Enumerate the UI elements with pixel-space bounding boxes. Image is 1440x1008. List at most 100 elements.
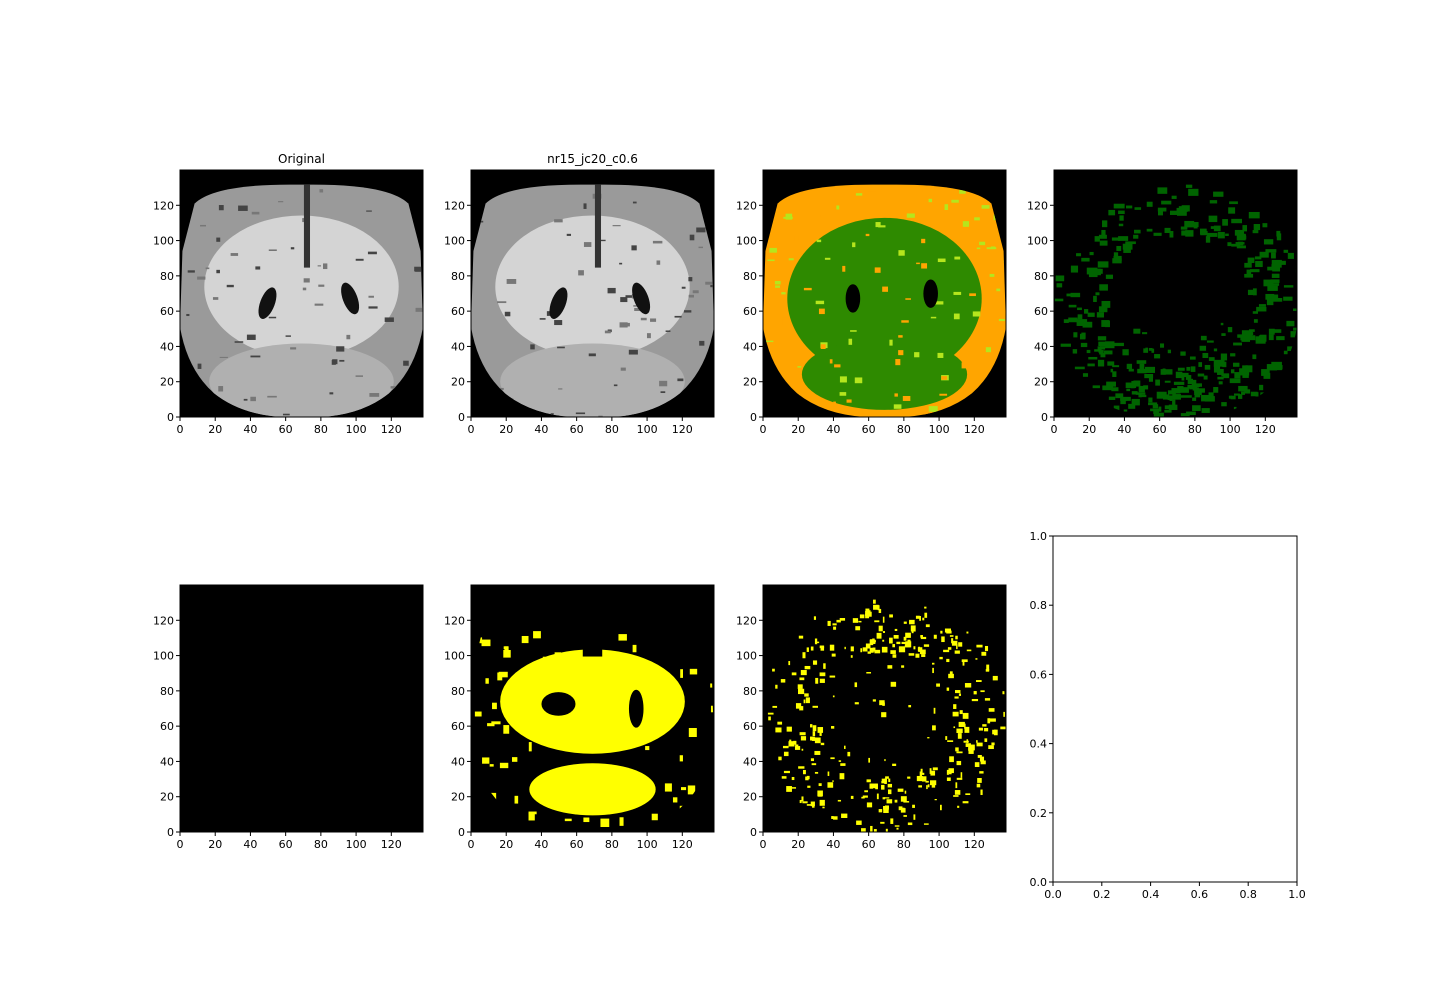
axes-frame (1052, 535, 1298, 883)
y-tick-label: 0 (458, 411, 465, 424)
x-tick-label: 0 (468, 838, 475, 851)
image-content (471, 184, 714, 418)
y-tick-label: 80 (160, 270, 174, 283)
x-tick-label: 80 (1188, 423, 1202, 436)
x-tick-label: 1.0 (1288, 888, 1306, 901)
image-area (1054, 170, 1297, 417)
y-tick-label: 20 (160, 376, 174, 389)
y-tick-label: 60 (160, 305, 174, 318)
y-tick-label: 40 (743, 340, 757, 353)
y-tick-label: 120 (736, 614, 757, 627)
x-tick-label: 80 (605, 838, 619, 851)
y-tick-label: 40 (160, 755, 174, 768)
x-tick-label: 40 (826, 838, 840, 851)
y-tick-label: 0.8 (1030, 599, 1048, 612)
x-tick-label: 40 (534, 423, 548, 436)
x-tick-label: 20 (499, 423, 513, 436)
image-content (1054, 184, 1297, 418)
y-tick-label: 80 (160, 685, 174, 698)
x-tick-label: 40 (243, 838, 257, 851)
x-tick-label: 120 (381, 838, 402, 851)
y-tick-label: 0.2 (1030, 807, 1048, 820)
axes-title: nr15_jc20_c0.6 (547, 152, 638, 166)
y-tick-label: 0.0 (1030, 876, 1048, 889)
y-tick-label: 60 (743, 305, 757, 318)
y-tick-label: 60 (160, 720, 174, 733)
y-tick-label: 20 (451, 791, 465, 804)
x-tick-label: 0 (760, 423, 767, 436)
y-tick-label: 100 (1027, 235, 1048, 248)
axes-frame (470, 584, 715, 833)
axes-denoised: 0 20 40 60 80 100 120 0 20 40 60 80 100 120 nr15_jc20_… (444, 152, 715, 436)
axes-orig: 0 20 40 60 80 100 120 0 20 40 60 80 100 120 Original (153, 152, 424, 436)
x-tick-label: 120 (964, 423, 985, 436)
y-tick-label: 0 (167, 411, 174, 424)
y-tick-label: 0.4 (1030, 738, 1048, 751)
y-tick-label: 60 (743, 720, 757, 733)
y-tick-label: 80 (451, 685, 465, 698)
y-tick-label: 100 (444, 650, 465, 663)
axes-frame (762, 169, 1007, 418)
x-tick-label: 0.6 (1191, 888, 1209, 901)
x-tick-label: 100 (637, 838, 658, 851)
axes-segmentation: 0 20 40 60 80 100 120 0 20 40 60 80 100 120 (736, 169, 1007, 436)
y-tick-label: 120 (153, 614, 174, 627)
x-tick-label: 0 (468, 423, 475, 436)
image-content (474, 623, 714, 828)
x-tick-label: 60 (570, 423, 584, 436)
x-tick-label: 0 (177, 423, 184, 436)
y-tick-label: 100 (153, 650, 174, 663)
x-tick-label: 20 (1082, 423, 1096, 436)
x-tick-label: 100 (929, 838, 950, 851)
x-tick-label: 120 (672, 838, 693, 851)
y-tick-label: 120 (444, 614, 465, 627)
x-tick-label: 100 (346, 423, 367, 436)
x-tick-label: 100 (929, 423, 950, 436)
y-tick-label: 0 (458, 826, 465, 839)
y-tick-label: 20 (743, 791, 757, 804)
y-tick-label: 100 (444, 235, 465, 248)
y-tick-label: 120 (444, 199, 465, 212)
y-tick-label: 40 (451, 755, 465, 768)
image-area (180, 585, 423, 832)
y-tick-label: 120 (153, 199, 174, 212)
y-tick-label: 1.0 (1030, 530, 1048, 543)
y-tick-label: 0 (167, 826, 174, 839)
x-tick-label: 0.2 (1093, 888, 1111, 901)
axes-gm-mask: 0 20 40 60 80 100 120 0 20 40 60 80 100 120 (1027, 169, 1298, 436)
y-tick-label: 0.6 (1030, 668, 1048, 681)
x-tick-label: 100 (637, 423, 658, 436)
y-tick-label: 120 (1027, 199, 1048, 212)
x-tick-label: 20 (208, 423, 222, 436)
x-tick-label: 0.8 (1239, 888, 1257, 901)
y-tick-label: 120 (736, 199, 757, 212)
x-tick-label: 120 (1255, 423, 1276, 436)
x-tick-label: 60 (279, 838, 293, 851)
x-tick-label: 80 (897, 423, 911, 436)
image-area (763, 585, 1006, 832)
y-tick-label: 100 (736, 650, 757, 663)
y-tick-label: 40 (160, 340, 174, 353)
x-tick-label: 120 (672, 423, 693, 436)
y-tick-label: 80 (743, 270, 757, 283)
x-tick-label: 60 (862, 423, 876, 436)
x-tick-label: 20 (499, 838, 513, 851)
axes-wm-mask: 0 20 40 60 80 100 120 0 20 40 60 80 100 120 (444, 584, 715, 851)
y-tick-label: 80 (1034, 270, 1048, 283)
y-tick-label: 100 (736, 235, 757, 248)
image-area (1053, 536, 1297, 882)
axes-frame (179, 584, 424, 833)
x-tick-label: 40 (243, 423, 257, 436)
y-tick-label: 20 (743, 376, 757, 389)
y-tick-label: 20 (1034, 376, 1048, 389)
x-tick-label: 40 (534, 838, 548, 851)
x-tick-label: 60 (862, 838, 876, 851)
axes-edge-mask: 0 20 40 60 80 100 120 0 20 40 60 80 100 120 (736, 584, 1007, 851)
x-tick-label: 40 (826, 423, 840, 436)
x-tick-label: 100 (346, 838, 367, 851)
x-tick-label: 20 (208, 838, 222, 851)
x-tick-label: 60 (279, 423, 293, 436)
x-tick-label: 80 (605, 423, 619, 436)
axes-empty-axes: 0.0 0.2 0.4 0.6 0.8 1.0 0.0 0.2 0.4 0.6 0.8 1.0 (1030, 530, 1306, 901)
